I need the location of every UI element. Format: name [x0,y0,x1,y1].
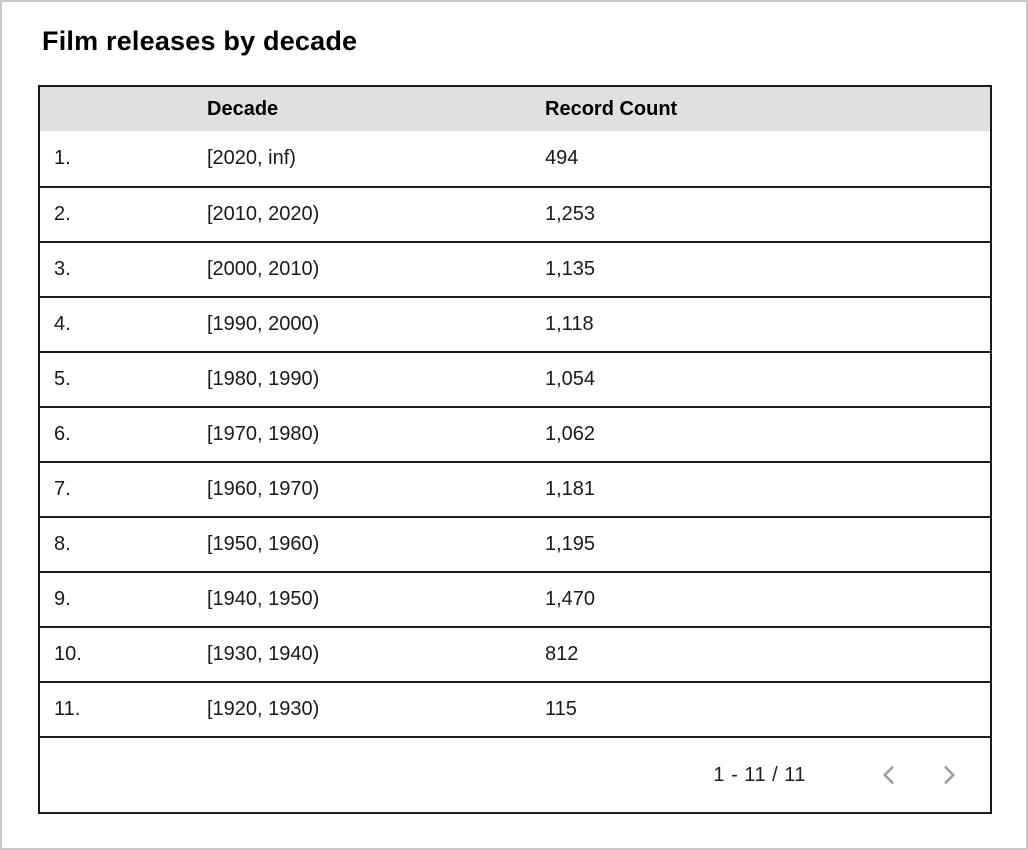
record-count-cell: 1,118 [545,313,594,335]
row-index-cell: 3. [54,258,71,280]
table-row: 3. [2000, 2010) 1,135 [40,241,990,296]
row-index-cell: 8. [54,533,71,555]
record-count-cell: 1,470 [545,588,596,610]
record-count-cell: 1,181 [545,478,596,500]
table-row: 5. [1980, 1990) 1,054 [40,351,990,406]
table-header-row: Decade Record Count [40,87,990,131]
row-index-cell: 9. [54,588,71,610]
row-index-cell: 4. [54,313,71,335]
decade-cell: [1940, 1950) [207,588,320,610]
record-count-cell: 115 [545,698,577,720]
decade-cell: [2000, 2010) [207,258,320,280]
table-row: 11. [1920, 1930) 115 [40,681,990,736]
row-index-cell: 11. [54,698,81,720]
table-row: 4. [1990, 2000) 1,118 [40,296,990,351]
next-page-button[interactable] [934,760,964,790]
column-header-record-count[interactable]: Record Count [545,97,678,120]
decade-cell: [1930, 1940) [207,643,320,665]
prev-page-button[interactable] [874,760,904,790]
table-row: 1. [2020, inf) 494 [40,131,990,186]
row-index-cell: 1. [54,147,71,169]
table-body: 1. [2020, inf) 494 2. [2010, 2020) 1,253… [40,131,990,736]
table-row: 6. [1970, 1980) 1,062 [40,406,990,461]
row-index-cell: 6. [54,423,71,445]
decade-cell: [2010, 2020) [207,203,320,225]
decade-cell: [1950, 1960) [207,533,320,555]
data-table: Decade Record Count 1. [2020, inf) 494 2… [38,85,992,814]
decade-cell: [2020, inf) [207,147,296,169]
decade-cell: [1990, 2000) [207,313,320,335]
table-row: 2. [2010, 2020) 1,253 [40,186,990,241]
record-count-cell: 1,135 [545,258,596,280]
decade-cell: [1970, 1980) [207,423,320,445]
record-count-cell: 812 [545,643,579,665]
row-index-cell: 7. [54,478,71,500]
decade-cell: [1980, 1990) [207,368,320,390]
table-row: 8. [1950, 1960) 1,195 [40,516,990,571]
column-header-decade[interactable]: Decade [207,97,279,120]
decade-cell: [1920, 1930) [207,698,320,720]
table-row: 7. [1960, 1970) 1,181 [40,461,990,516]
table-footer: 1 - 11 / 11 [40,736,990,812]
chevron-right-icon [936,762,962,788]
record-count-cell: 1,253 [545,203,596,225]
record-count-cell: 494 [545,147,579,169]
record-count-cell: 1,054 [545,368,596,390]
chart-title: Film releases by decade [42,26,358,56]
row-index-cell: 5. [54,368,71,390]
row-index-cell: 10. [54,643,82,665]
record-count-cell: 1,062 [545,423,596,445]
table-row: 9. [1940, 1950) 1,470 [40,571,990,626]
pagination-label: 1 - 11 / 11 [713,763,806,786]
table-row: 10. [1930, 1940) 812 [40,626,990,681]
record-count-cell: 1,195 [545,533,596,555]
row-index-cell: 2. [54,203,71,225]
chevron-left-icon [876,762,902,788]
decade-cell: [1960, 1970) [207,478,320,500]
